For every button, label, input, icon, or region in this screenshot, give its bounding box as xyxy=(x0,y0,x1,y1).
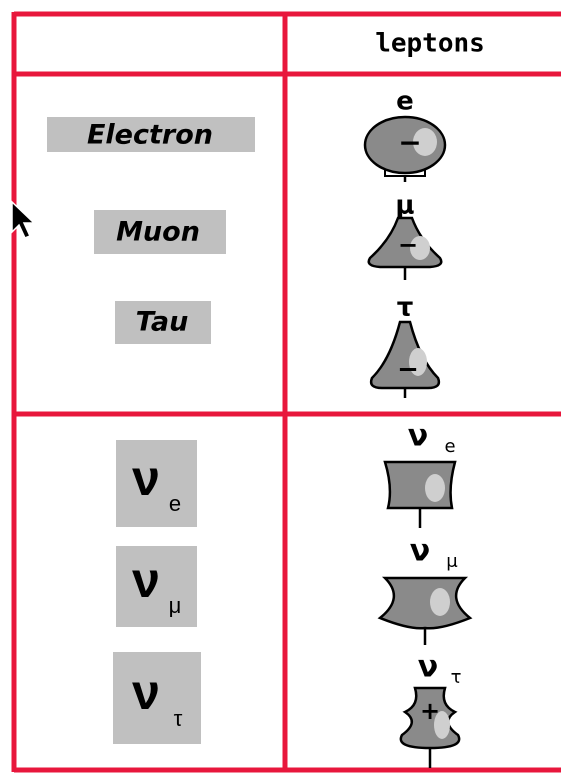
icon-symbol: ν xyxy=(418,650,438,685)
label-box xyxy=(94,210,226,254)
label-box xyxy=(115,301,211,344)
label-box xyxy=(113,652,201,744)
particle-name: Tau xyxy=(136,307,189,338)
label-box xyxy=(116,546,197,627)
icon-symbol: ν xyxy=(410,534,430,569)
label-box xyxy=(47,117,255,152)
charge: − xyxy=(398,126,421,159)
label-box xyxy=(116,440,197,527)
charge: − xyxy=(397,355,419,385)
particle-name: Electron xyxy=(87,120,213,151)
neutrino-symbol: ν xyxy=(132,552,160,608)
icon-symbol: τ xyxy=(397,293,414,323)
tau-icon xyxy=(369,320,441,398)
column-title: leptons xyxy=(375,29,485,59)
icon-symbol: e xyxy=(396,87,414,117)
icon-subscript: μ xyxy=(446,551,458,572)
icon-subscript: τ xyxy=(451,667,462,688)
charge: − xyxy=(398,231,418,259)
muon-icon xyxy=(367,216,443,280)
icon-subscript: e xyxy=(444,436,455,457)
tau-neutrino-icon xyxy=(399,686,461,768)
mouse-cursor xyxy=(11,200,36,239)
electron-icon xyxy=(363,115,447,182)
icon-symbol: ν xyxy=(408,419,428,454)
icon-symbol: μ xyxy=(395,191,414,221)
neutrino-subscript: μ xyxy=(169,593,182,618)
electron-neutrino-icon xyxy=(383,460,457,528)
charge: + xyxy=(420,697,440,725)
neutrino-symbol: ν xyxy=(132,450,160,506)
neutrino-subscript: e xyxy=(169,491,181,516)
neutrino-symbol: ν xyxy=(132,664,160,720)
muon-neutrino-icon xyxy=(377,576,473,645)
particle-name: Muon xyxy=(116,217,200,248)
neutrino-subscript: τ xyxy=(174,706,183,731)
